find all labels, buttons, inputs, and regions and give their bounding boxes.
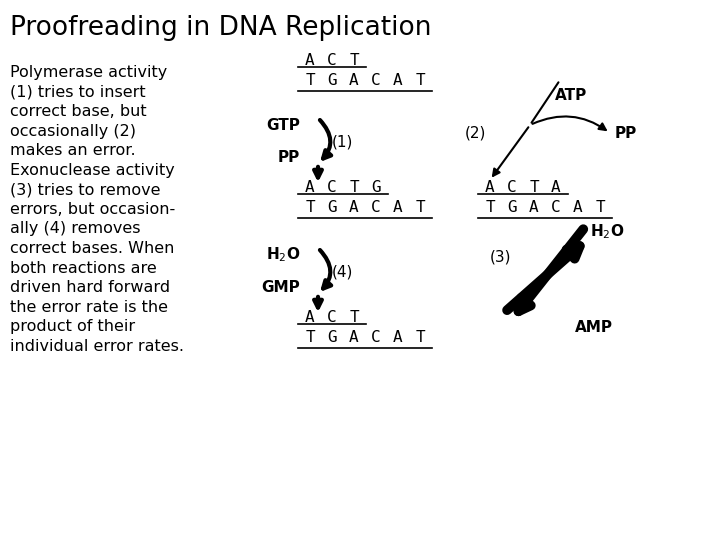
Text: C: C xyxy=(552,200,561,215)
Text: (4): (4) xyxy=(332,265,354,280)
Text: Polymerase activity
(1) tries to insert
correct base, but
occasionally (2)
makes: Polymerase activity (1) tries to insert … xyxy=(10,65,184,354)
Text: C: C xyxy=(372,200,381,215)
Text: C: C xyxy=(327,53,337,68)
Text: T: T xyxy=(415,73,425,88)
Text: A: A xyxy=(393,330,402,345)
Text: T: T xyxy=(415,200,425,215)
Text: C: C xyxy=(372,330,381,345)
Text: A: A xyxy=(529,200,539,215)
Text: A: A xyxy=(393,200,402,215)
FancyArrowPatch shape xyxy=(314,167,322,178)
Text: T: T xyxy=(305,200,315,215)
Text: Proofreading in DNA Replication: Proofreading in DNA Replication xyxy=(10,15,431,41)
Text: T: T xyxy=(305,330,315,345)
Text: G: G xyxy=(507,200,517,215)
Text: PP: PP xyxy=(615,125,637,140)
Text: G: G xyxy=(372,180,381,195)
Text: T: T xyxy=(349,180,359,195)
Text: A: A xyxy=(305,53,315,68)
Text: G: G xyxy=(327,200,337,215)
Text: ATP: ATP xyxy=(555,87,588,103)
FancyArrowPatch shape xyxy=(518,229,583,311)
Text: T: T xyxy=(349,310,359,325)
Text: A: A xyxy=(552,180,561,195)
Text: (1): (1) xyxy=(332,134,354,150)
Text: C: C xyxy=(372,73,381,88)
Text: A: A xyxy=(485,180,495,195)
Text: (2): (2) xyxy=(465,125,487,140)
FancyArrowPatch shape xyxy=(533,117,606,130)
Text: GTP: GTP xyxy=(266,118,300,132)
Text: A: A xyxy=(349,330,359,345)
Text: T: T xyxy=(305,73,315,88)
Text: T: T xyxy=(485,200,495,215)
Text: G: G xyxy=(327,73,337,88)
Text: T: T xyxy=(595,200,605,215)
Text: A: A xyxy=(349,73,359,88)
Text: T: T xyxy=(529,180,539,195)
Text: C: C xyxy=(327,310,337,325)
FancyArrowPatch shape xyxy=(320,250,331,288)
Text: AMP: AMP xyxy=(575,320,613,334)
Text: A: A xyxy=(393,73,402,88)
FancyArrowPatch shape xyxy=(314,297,322,308)
Text: H$_2$O: H$_2$O xyxy=(266,246,300,265)
FancyArrowPatch shape xyxy=(493,127,528,176)
Text: G: G xyxy=(327,330,337,345)
Text: C: C xyxy=(327,180,337,195)
Text: T: T xyxy=(349,53,359,68)
Text: T: T xyxy=(415,330,425,345)
Text: H$_2$O: H$_2$O xyxy=(590,222,624,241)
Text: A: A xyxy=(305,180,315,195)
FancyArrowPatch shape xyxy=(507,246,580,310)
Text: GMP: GMP xyxy=(261,280,300,295)
Text: PP: PP xyxy=(278,151,300,165)
Text: A: A xyxy=(349,200,359,215)
Text: A: A xyxy=(573,200,582,215)
FancyArrowPatch shape xyxy=(320,120,331,159)
Text: A: A xyxy=(305,310,315,325)
Text: (3): (3) xyxy=(490,249,511,265)
Text: C: C xyxy=(507,180,517,195)
